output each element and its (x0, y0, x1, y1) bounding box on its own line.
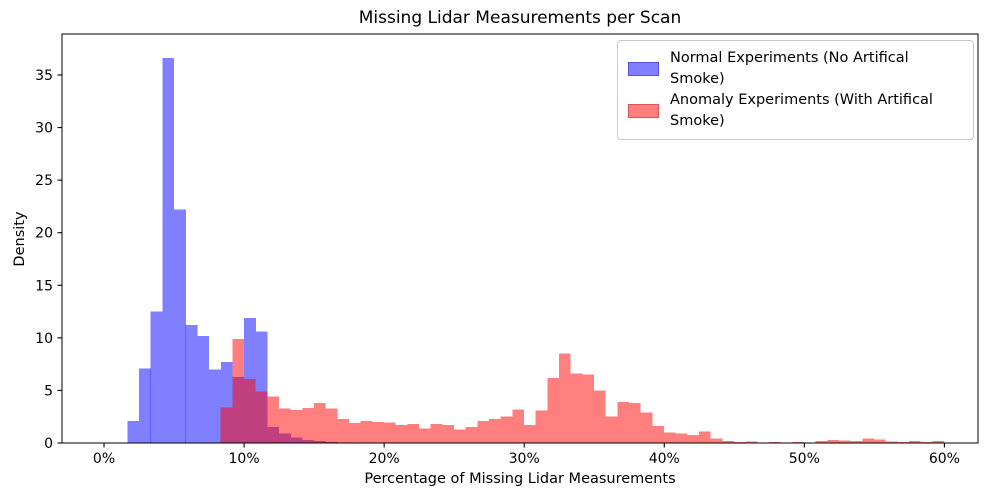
anomaly-histogram-bar (302, 407, 315, 443)
anomaly-histogram-bar (325, 408, 338, 443)
x-tick-label: 30% (509, 451, 540, 467)
anomaly-histogram-bar (850, 440, 863, 443)
anomaly-histogram-bar (419, 428, 431, 443)
anomaly-histogram-bar (570, 373, 583, 443)
normal-histogram-bar (127, 420, 140, 443)
anomaly-histogram-bar (862, 438, 875, 443)
anomaly-histogram-bar (605, 416, 618, 443)
legend: Normal Experiments (No Artifical Smoke) … (617, 40, 974, 140)
anomaly-histogram-bar (547, 377, 560, 443)
normal-histogram-bar (162, 58, 175, 444)
anomaly-histogram-bar (477, 420, 490, 443)
anomaly-histogram-bar (559, 353, 571, 443)
y-tick-label: 5 (44, 383, 53, 399)
anomaly-histogram-bar (640, 412, 653, 443)
red-swatch-icon (628, 104, 659, 118)
anomaly-histogram-bar (314, 403, 326, 443)
anomaly-histogram-bar (489, 418, 501, 443)
anomaly-histogram-bar (675, 433, 688, 443)
anomaly-histogram-bar (500, 416, 513, 443)
anomaly-histogram-bar (909, 440, 921, 443)
anomaly-histogram-bar (512, 409, 525, 443)
anomaly-histogram-bar (839, 440, 851, 443)
anomaly-histogram-bar (395, 425, 408, 443)
anomaly-histogram-bar (687, 435, 700, 443)
axes-spines (61, 33, 979, 444)
anomaly-histogram-bar (220, 407, 233, 443)
anomaly-histogram-bar (524, 425, 536, 443)
anomaly-histogram-bar (722, 440, 735, 443)
anomaly-histogram-bar (664, 432, 676, 443)
legend-item-normal: Normal Experiments (No Artifical Smoke) (628, 48, 963, 90)
legend-label-normal: Normal Experiments (No Artifical Smoke) (670, 50, 909, 87)
anomaly-histogram-bar (629, 403, 641, 443)
y-tick-label: 10 (35, 331, 53, 347)
y-tick-label: 30 (35, 121, 53, 137)
normal-histogram-bar (197, 335, 210, 443)
y-axis-label: Density (12, 211, 28, 267)
anomaly-histogram-bar (594, 390, 606, 443)
legend-label-anomaly: Anomaly Experiments (With Artifical Smok… (670, 92, 933, 129)
anomaly-histogram-bar (710, 438, 723, 443)
anomaly-histogram-bar (290, 409, 303, 443)
anomaly-histogram-bar (932, 440, 945, 443)
anomaly-histogram-bar (349, 423, 361, 443)
anomaly-histogram-bar (815, 440, 828, 443)
anomaly-histogram-bar (745, 441, 758, 443)
y-tick-label: 25 (35, 173, 53, 189)
anomaly-histogram-bar (442, 425, 455, 443)
normal-histogram-bar (150, 311, 163, 443)
y-tick-label: 35 (35, 68, 53, 84)
anomaly-histogram-bar (454, 429, 466, 443)
anomaly-histogram-bar (255, 391, 268, 443)
y-tick-label: 20 (35, 226, 53, 242)
x-tick-label: 10% (229, 451, 260, 467)
anomaly-histogram-bar (279, 408, 291, 443)
anomaly-histogram-bar (360, 420, 373, 443)
anomaly-histogram-bar (384, 422, 396, 443)
x-tick-label: 50% (789, 451, 820, 467)
x-axis-label: Percentage of Missing Lidar Measurements (364, 471, 676, 487)
anomaly-histogram-bar (874, 439, 886, 443)
normal-histogram-bar (255, 331, 268, 443)
x-tick-label: 60% (929, 451, 960, 467)
anomaly-histogram-bar (407, 424, 420, 443)
normal-histogram-bar (220, 362, 233, 443)
anomaly-histogram-bar (232, 338, 245, 443)
normal-histogram-bar (174, 209, 186, 443)
x-tick-label: 40% (649, 451, 680, 467)
anomaly-histogram-bar (337, 418, 350, 443)
legend-item-anomaly: Anomaly Experiments (With Artifical Smok… (628, 90, 963, 132)
anomaly-histogram-bar (582, 374, 595, 443)
anomaly-histogram-bar (372, 421, 385, 443)
y-tick-label: 15 (35, 278, 53, 294)
normal-histogram-bar (185, 325, 198, 443)
anomaly-histogram-bar (267, 396, 280, 443)
x-tick-label: 20% (369, 451, 400, 467)
normal-histogram-bar (209, 369, 221, 443)
anomaly-histogram-bar (699, 431, 711, 443)
chart-title: Missing Lidar Measurements per Scan (358, 8, 682, 28)
anomaly-histogram-bar (430, 424, 443, 443)
y-tick-label: 0 (44, 436, 53, 452)
anomaly-histogram-bar (885, 441, 898, 443)
anomaly-histogram-bar (827, 439, 840, 443)
blue-swatch-icon (628, 62, 659, 76)
anomaly-histogram-bar (244, 378, 256, 443)
normal-histogram-bar (139, 368, 151, 443)
anomaly-histogram-bar (652, 426, 665, 443)
anomaly-histogram-bar (465, 427, 478, 443)
anomaly-histogram-bar (617, 401, 630, 443)
anomaly-histogram-bar (535, 410, 548, 443)
x-tick-label: 0% (93, 451, 115, 467)
